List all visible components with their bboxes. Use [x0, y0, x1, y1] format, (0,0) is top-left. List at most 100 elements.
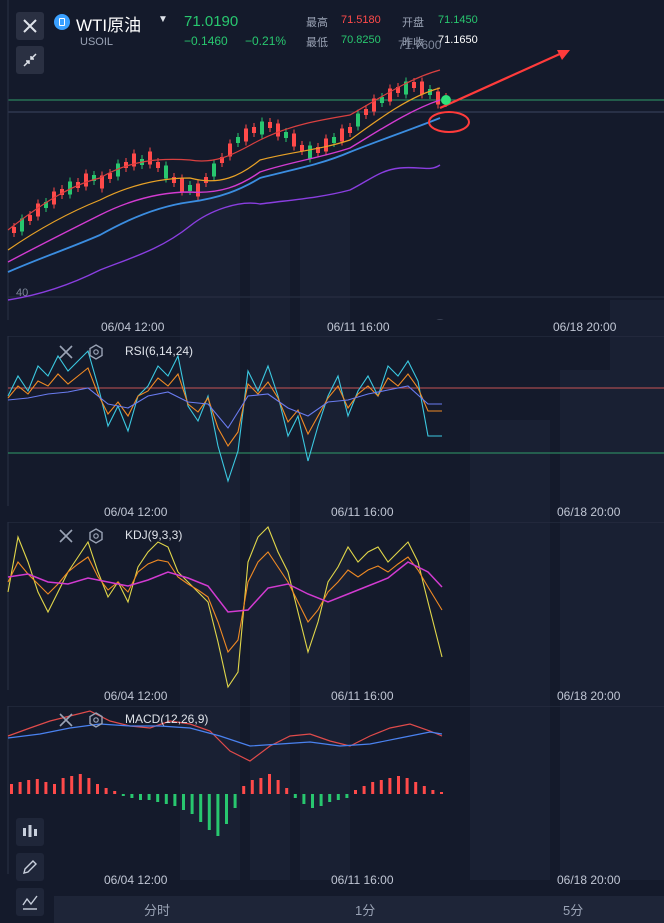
macd-bar [18, 782, 22, 794]
bollinger-upper [7, 69, 441, 231]
date-label: 06/18 20:00 [557, 873, 621, 887]
annotation-arrow [439, 51, 563, 110]
macd-bar [199, 794, 203, 822]
macd-bar [70, 776, 74, 794]
prev-close-label: 昨收 [402, 37, 424, 49]
macd-bar [440, 792, 443, 794]
macd-bar [44, 782, 48, 794]
macd-bar [61, 778, 65, 794]
indicator-button[interactable] [16, 888, 44, 916]
macd-bar [362, 786, 366, 794]
macd-bar [268, 774, 271, 794]
rsi-settings-icon[interactable] [88, 344, 104, 360]
macd-panel[interactable] [0, 706, 664, 874]
macd-bar [130, 794, 134, 798]
macd-bar [345, 794, 349, 798]
macd-bar [233, 794, 237, 808]
low-label: 最低 [306, 37, 328, 49]
scroll-handle[interactable] [433, 319, 447, 320]
current-price-dot [441, 95, 451, 105]
macd-bar [250, 780, 254, 794]
kdj-j-line [7, 526, 443, 689]
ma-fast [7, 87, 441, 251]
macd-bar [216, 794, 220, 836]
macd-bar [53, 784, 56, 794]
kdj-close-icon[interactable] [58, 528, 74, 544]
date-label: 06/11 16:00 [331, 505, 394, 519]
macd-bar [121, 794, 125, 796]
close-button[interactable] [16, 12, 44, 40]
macd-dea-line [7, 723, 443, 747]
kdj-label: KDJ(9,3,3) [125, 528, 183, 542]
macd-bar [104, 788, 108, 794]
macd-settings-icon[interactable] [88, 712, 104, 728]
open-value: 71.1450 [438, 14, 478, 26]
main-candlestick-chart[interactable] [0, 0, 664, 320]
macd-bar [10, 784, 13, 794]
pencil-icon [23, 860, 37, 874]
symbol-code: USOIL [80, 36, 114, 48]
ma-slow [7, 117, 441, 273]
symbol-name[interactable]: WTI原油 [76, 16, 142, 35]
macd-close-icon[interactable] [58, 712, 74, 728]
rsi-line-6 [7, 349, 442, 483]
macd-bar [259, 778, 263, 794]
timeframe-tab[interactable]: 分时 [144, 903, 171, 918]
date-label: 06/04 12:00 [104, 689, 168, 703]
date-label: 06/11 16:00 [331, 873, 394, 887]
date-label: 06/18 20:00 [557, 689, 621, 703]
rsi-line-14 [7, 367, 442, 448]
rsi-panel[interactable] [0, 336, 664, 506]
open-label: 开盘 [402, 17, 424, 29]
close-icon [23, 19, 37, 33]
collapse-icon [23, 53, 37, 67]
collapse-button[interactable] [16, 46, 44, 74]
timeframe-tab[interactable]: 1分 [355, 903, 376, 918]
macd-bar [302, 794, 306, 804]
bollinger-lower [7, 164, 441, 301]
macd-bar [414, 782, 418, 794]
kdj-panel[interactable] [0, 522, 664, 690]
date-label: 06/04 12:00 [104, 505, 168, 519]
price-axis-label: 40 [16, 287, 29, 299]
price-change: −0.1460 [184, 34, 228, 48]
indicator-icon [22, 895, 38, 910]
macd-bar [27, 780, 31, 794]
symbol-logo-icon [54, 14, 70, 30]
macd-bar [207, 794, 211, 830]
macd-bar [397, 776, 400, 794]
macd-bar [276, 780, 280, 794]
macd-bar [173, 794, 177, 806]
timeframe-tab[interactable]: 5分 [563, 903, 584, 918]
macd-bar [164, 794, 168, 804]
macd-bar [285, 788, 289, 794]
kdj-settings-icon[interactable] [88, 528, 104, 544]
draw-tool-button[interactable] [16, 853, 44, 881]
macd-bar [139, 794, 142, 800]
macd-bar [113, 791, 117, 794]
macd-bar [96, 784, 99, 794]
candlestick-icon [23, 825, 37, 837]
kdj-d-line [7, 561, 443, 613]
candle-style-button[interactable] [16, 818, 44, 846]
rsi-close-icon[interactable] [58, 344, 74, 360]
annotation-circle [428, 111, 470, 133]
macd-bar [78, 774, 82, 794]
date-label: 06/18 20:00 [553, 320, 617, 334]
ma-mid [7, 99, 441, 263]
price-change-pct: −0.21% [245, 34, 287, 48]
macd-bar [431, 790, 435, 794]
high-value: 71.5180 [341, 14, 381, 26]
macd-bar [156, 794, 160, 802]
macd-bar [422, 786, 426, 794]
macd-bar [190, 794, 194, 814]
date-label: 06/04 12:00 [101, 320, 165, 334]
macd-bar [371, 782, 375, 794]
symbol-dropdown-icon[interactable]: ▼ [158, 14, 168, 25]
macd-bar [242, 786, 246, 794]
rsi-line-24 [7, 385, 442, 429]
low-value: 70.8250 [341, 34, 381, 46]
current-price: 71.0190 [184, 13, 239, 30]
macd-bar [147, 794, 151, 800]
